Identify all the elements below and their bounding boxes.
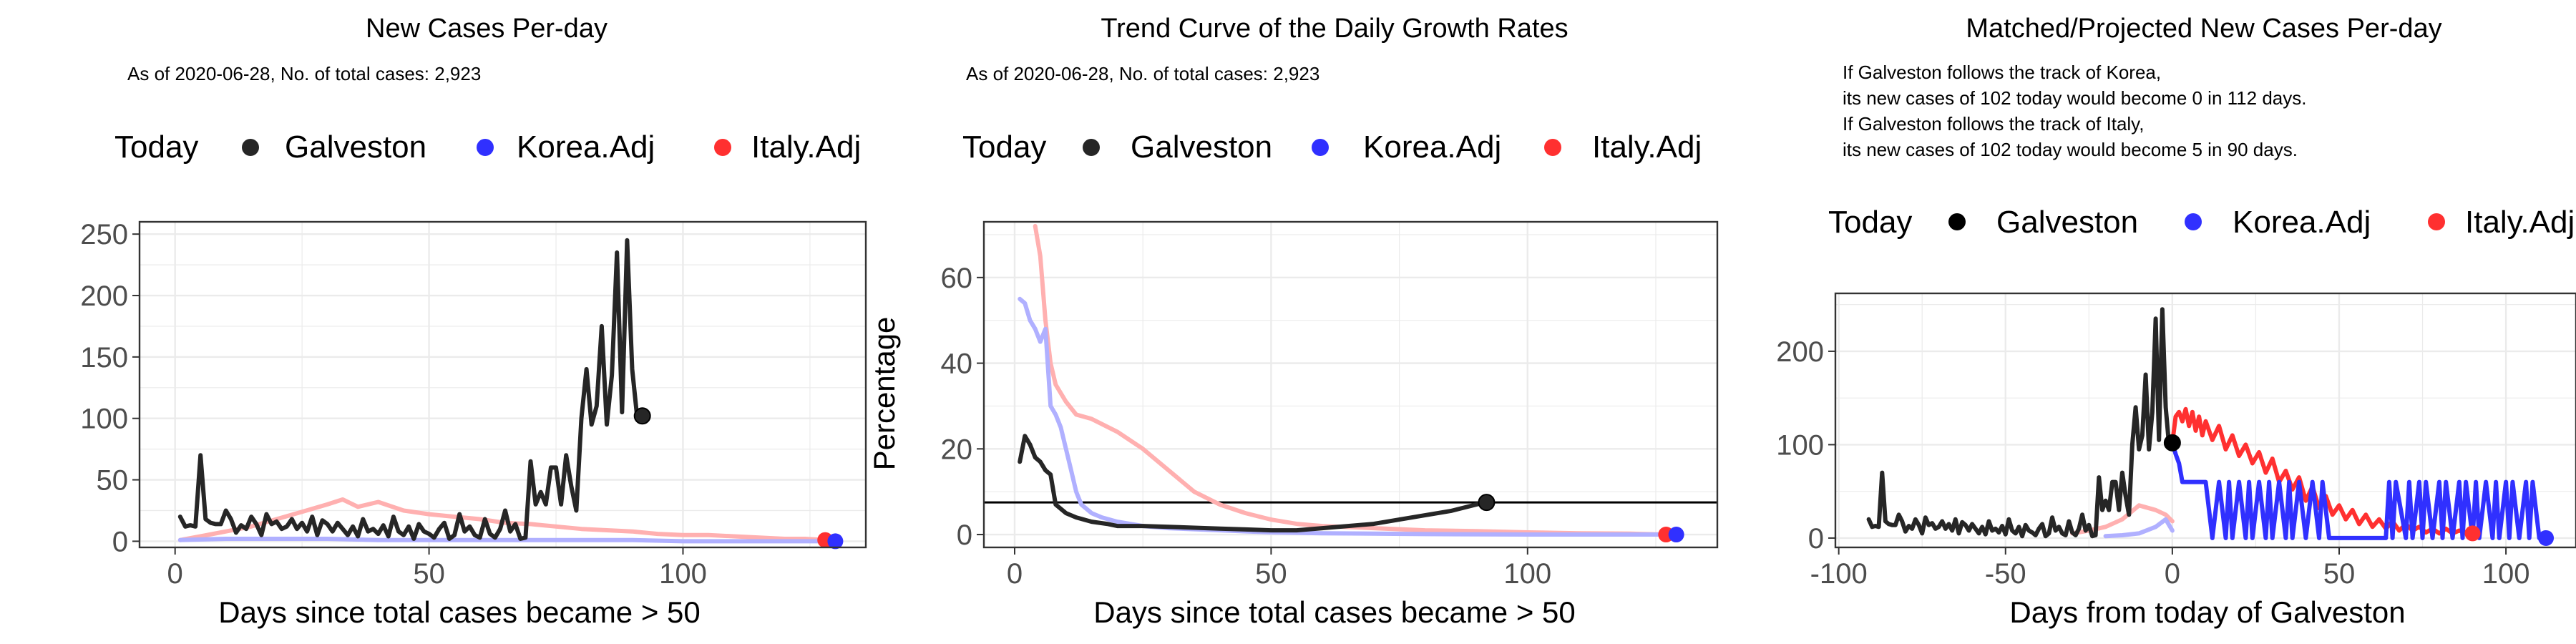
legend: Today Galveston Korea.Adj Italy.Adj [962, 130, 1702, 165]
x-tick-label: -50 [1985, 558, 2026, 590]
x-axis-title: Days since total cases became > 50 [1093, 595, 1576, 629]
plot-frame [982, 220, 1719, 549]
series-line-korea-adj [177, 537, 833, 544]
chart-note-line: As of 2020-06-28, No. of total cases: 2,… [966, 63, 1319, 84]
y-tick-label: 20 [941, 434, 973, 465]
plot-background [984, 222, 1717, 547]
legend-italy-label: Italy.Adj [2465, 205, 2575, 240]
y-tick-label: 40 [941, 348, 973, 380]
x-tick-label: 0 [1007, 558, 1023, 590]
chart-panel-projected: Matched/Projected New Cases Per-day If G… [1717, 0, 2576, 644]
x-tick-label: 100 [1503, 558, 1551, 590]
y-tick-label: 0 [112, 526, 128, 557]
y-axis-title: Percentage [867, 317, 901, 471]
x-tick-label: 50 [413, 558, 445, 590]
legend-korea-marker [2185, 213, 2202, 230]
y-tick-label: 250 [80, 219, 128, 250]
x-tick-label: 100 [2482, 558, 2530, 590]
chart-note-line: its new cases of 102 today would become … [1843, 139, 2298, 160]
legend-galveston-label: Galveston [285, 130, 426, 165]
legend-today-label: Today [962, 130, 1046, 165]
legend-korea-label: Korea.Adj [1363, 130, 1501, 165]
series-line-korea-adj-matched- [2103, 517, 2175, 539]
plot-area: -100 -50 0 50 100 0 100 200 [1776, 292, 2576, 590]
chart-title: Trend Curve of the Daily Growth Rates [1101, 14, 1568, 44]
y-tick-label: 0 [1808, 523, 1824, 555]
today-marker-galveston [2163, 434, 2181, 452]
chart-title: Matched/Projected New Cases Per-day [1966, 14, 2441, 44]
chart-note-line: its new cases of 102 today would become … [1843, 87, 2306, 109]
chart-panel-new-cases: New Cases Per-day As of 2020-06-28, No. … [0, 0, 867, 644]
y-tick-label: 200 [1776, 336, 1824, 368]
legend-galveston-marker [1948, 213, 1966, 230]
today-marker-korea-adj [827, 533, 844, 550]
chart-note-line: If Galveston follows the track of Korea, [1843, 62, 2161, 83]
series-line-italy-adj [2170, 406, 2475, 536]
x-axis-title: Days since total cases became > 50 [218, 595, 701, 629]
legend-italy-label: Italy.Adj [751, 130, 861, 165]
legend-italy-marker [2428, 213, 2445, 230]
plot-area: 0 50 100 0 20 40 60 [941, 220, 1719, 590]
chart-panel-growth-rates: Trend Curve of the Daily Growth Rates As… [859, 0, 1724, 644]
chart-note-line: As of 2020-06-28, No. of total cases: 2,… [127, 63, 481, 84]
y-tick-label: 150 [80, 342, 128, 374]
today-marker-korea-adj [1668, 527, 1684, 543]
legend-korea-marker [1312, 139, 1329, 156]
y-tick-label: 100 [1776, 429, 1824, 461]
legend-galveston-marker [242, 139, 259, 156]
x-tick-label: 0 [2165, 558, 2180, 590]
y-tick-label: 50 [97, 465, 129, 497]
legend-galveston-label: Galveston [1996, 205, 2138, 240]
series-line-korea-adj [2170, 440, 2548, 540]
legend-italy-label: Italy.Adj [1592, 130, 1702, 165]
chart-svg-new-cases: New Cases Per-day As of 2020-06-28, No. … [80, 14, 867, 629]
y-tick-label: 200 [80, 280, 128, 312]
chart-svg-growth-rates: Trend Curve of the Daily Growth Rates As… [867, 14, 1719, 629]
legend-galveston-label: Galveston [1131, 130, 1272, 165]
x-axis-title: Days from today of Galveston [2009, 595, 2405, 629]
legend-today-label: Today [1828, 205, 1912, 240]
legend-italy-marker [1544, 139, 1561, 156]
legend-galveston-marker [1083, 139, 1100, 156]
legend-korea-label: Korea.Adj [517, 130, 655, 165]
legend-korea-label: Korea.Adj [2233, 205, 2371, 240]
chart-title: New Cases Per-day [366, 14, 608, 44]
chart-note-line: If Galveston follows the track of Italy, [1843, 113, 2144, 135]
chart-svg-projected: Matched/Projected New Cases Per-day If G… [1776, 14, 2576, 629]
today-marker-galveston [633, 407, 651, 425]
series-line-korea-adj [1018, 296, 1684, 537]
y-tick-label: 0 [957, 519, 972, 551]
legend-korea-marker [477, 139, 494, 156]
y-tick-label: 100 [80, 404, 128, 435]
x-tick-label: 100 [659, 558, 707, 590]
x-tick-label: -100 [1810, 558, 1868, 590]
x-tick-label: 0 [167, 558, 183, 590]
x-tick-label: 50 [1255, 558, 1287, 590]
y-tick-label: 60 [941, 263, 973, 294]
series-line-galveston [1018, 434, 1489, 533]
legend-today-label: Today [114, 130, 198, 165]
legend: Today Galveston Korea.Adj Italy.Adj [114, 130, 861, 165]
series-group [1866, 307, 2548, 540]
series-line-galveston [177, 238, 645, 541]
today-marker-korea-adj [2538, 530, 2555, 546]
series-group [177, 238, 833, 544]
plot-frame [1834, 292, 2576, 549]
today-marker-galveston [1478, 494, 1496, 512]
series-line-italy-adj [1033, 224, 1669, 537]
series-line-galveston [1866, 307, 2175, 539]
x-tick-label: 50 [2323, 558, 2356, 590]
series-line-italy-adj [177, 497, 828, 542]
legend: Today Galveston Korea.Adj Italy.Adj [1828, 205, 2575, 240]
plot-area: 0 50 100 0 50 100 150 200 250 [80, 219, 867, 590]
series-group [1018, 224, 1684, 537]
legend-italy-marker [714, 139, 731, 156]
plot-frame [138, 220, 867, 549]
plot-background [140, 222, 866, 547]
today-marker-italy-adj [2464, 525, 2481, 542]
